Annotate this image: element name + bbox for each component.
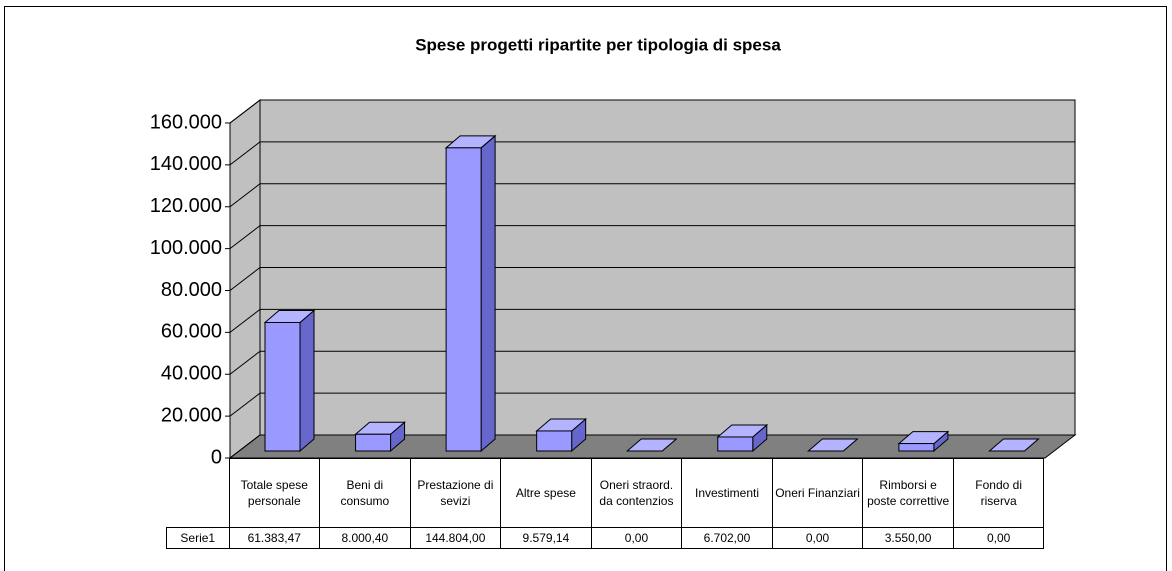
category-label: Prestazione di sevizi xyxy=(409,458,502,528)
table-row: Totale spese personale Beni di consumo Pre… xyxy=(167,458,1045,528)
bar xyxy=(536,430,573,452)
y-tick-label: 60.000 xyxy=(161,321,222,343)
grid-line xyxy=(229,183,1075,208)
category-label: Altre spese xyxy=(500,458,592,528)
grid-line xyxy=(229,308,1075,333)
grid-line xyxy=(229,392,1075,417)
grid-line xyxy=(229,141,1075,166)
grid-line xyxy=(229,99,1075,124)
y-tick-label: 20.000 xyxy=(161,404,222,426)
category-label: Totale spese personale xyxy=(228,458,321,528)
bar xyxy=(898,443,935,452)
chart-title: Spese progetti ripartite per tipologia d… xyxy=(415,35,781,54)
y-tick-label: 120.000 xyxy=(150,195,222,217)
y-tick-label: 160.000 xyxy=(150,111,222,133)
value-label: 3.550,00 xyxy=(862,527,954,549)
category-label: Oneri straord. da contenzios xyxy=(590,458,683,528)
y-tick-label: 40.000 xyxy=(161,363,222,385)
y-tick-label: 100.000 xyxy=(150,237,222,259)
bar-top xyxy=(806,438,859,452)
bar-top xyxy=(625,438,678,452)
series-name: Serie1 xyxy=(166,527,230,549)
category-label: Oneri Finanziari xyxy=(771,458,864,528)
y-tick-label: 80.000 xyxy=(161,279,222,301)
bar xyxy=(264,321,301,452)
value-label: 144.804,00 xyxy=(409,527,502,549)
grid-line xyxy=(229,434,1075,459)
value-label: 9.579,14 xyxy=(500,527,592,549)
category-label: Investimenti xyxy=(681,458,773,528)
grid-line xyxy=(229,267,1075,291)
category-label: Rimborsi e poste correttive xyxy=(862,458,954,528)
y-tick-label: 140.000 xyxy=(150,153,222,175)
value-label: 61.383,47 xyxy=(228,527,321,549)
value-label: 6.702,00 xyxy=(681,527,773,549)
data-table: Totale spese personale Beni di consumo Pre… xyxy=(166,458,1045,549)
bar-side xyxy=(480,134,496,453)
grid-line xyxy=(229,350,1075,375)
value-label: 0,00 xyxy=(590,527,683,549)
table-corner xyxy=(167,459,230,528)
y-tick-label: 0 xyxy=(211,446,222,468)
bar xyxy=(445,147,482,452)
value-label: 8.000,40 xyxy=(319,527,411,549)
value-label: 0,00 xyxy=(952,527,1045,549)
bar xyxy=(355,433,392,452)
category-label: Beni di consumo xyxy=(319,458,411,528)
value-label: 0,00 xyxy=(771,527,864,549)
bar xyxy=(717,436,754,452)
category-label: Fondo di riserva xyxy=(952,458,1045,528)
bar-side xyxy=(299,309,315,453)
bar-top xyxy=(988,438,1040,452)
table-row: Serie1 61.383,47 8.000,40 144.804,00 9.579,1… xyxy=(166,527,1045,549)
grid-line xyxy=(229,225,1075,250)
